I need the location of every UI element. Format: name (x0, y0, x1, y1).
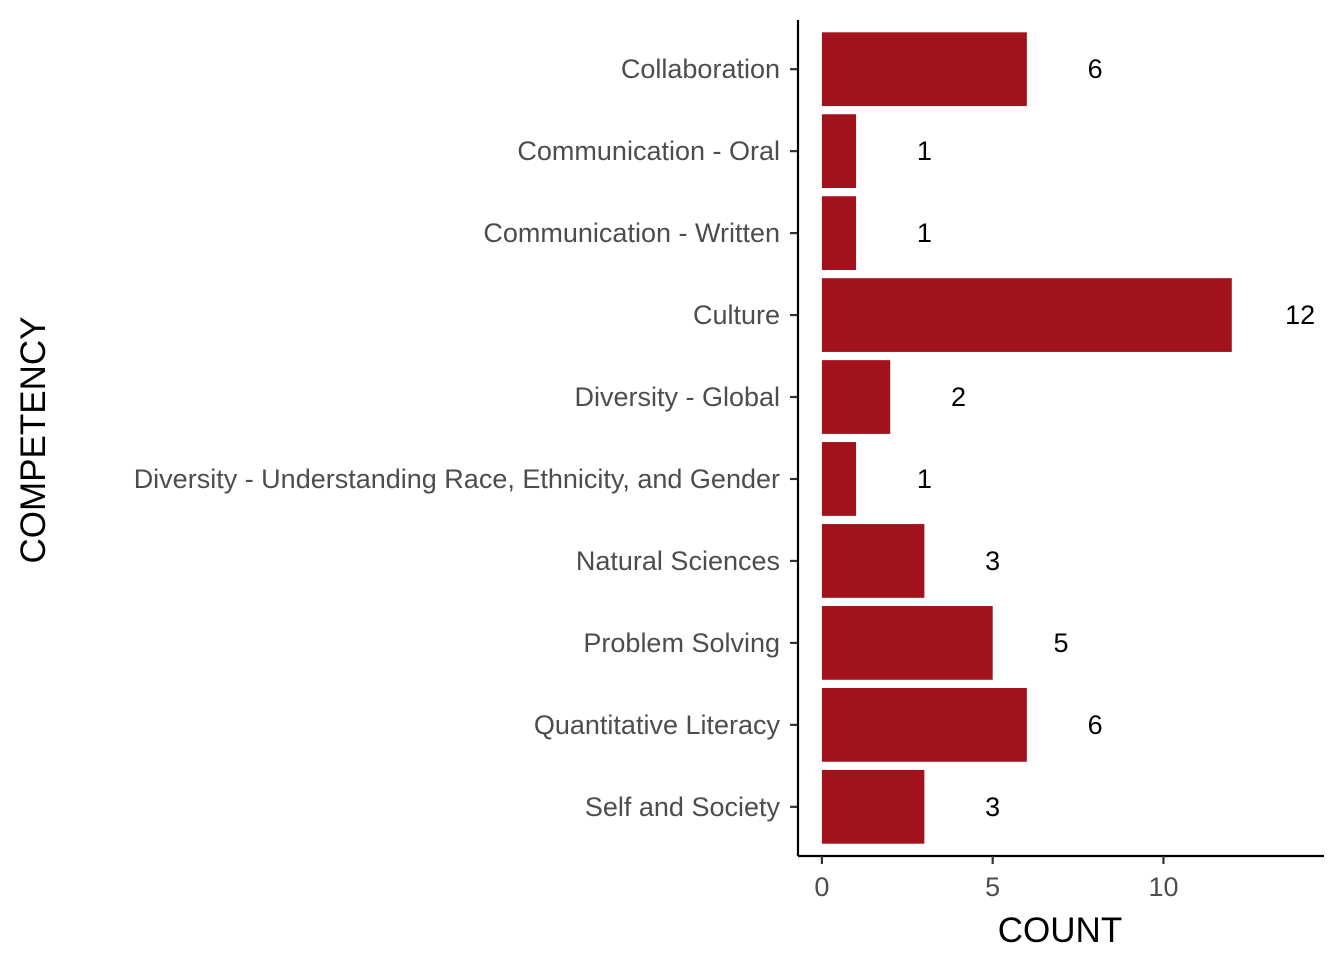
bar-value-label: 1 (917, 218, 932, 248)
bars-group (821, 32, 1232, 844)
y-axis-title: COMPETENCY (14, 317, 53, 564)
y-tick-label: Self and Society (585, 792, 781, 822)
x-axis-title: COUNT (998, 911, 1122, 950)
bar (821, 687, 1027, 762)
y-tick-label: Quantitative Literacy (534, 710, 781, 740)
y-tick-label: Communication - Written (483, 218, 780, 248)
y-tick-label: Diversity - Understanding Race, Ethnicit… (134, 464, 780, 494)
x-tick-label: 5 (985, 872, 1000, 902)
bar (821, 442, 857, 516)
y-tick-label: Natural Sciences (576, 546, 780, 576)
bar (821, 769, 925, 844)
bar (821, 524, 925, 598)
bar (821, 114, 857, 189)
x-tick-label: 0 (814, 872, 829, 902)
bar-value-label: 3 (985, 792, 1000, 822)
data-labels-group: 6 1 1 12 2 1 3 5 6 3 (917, 54, 1315, 822)
x-axis: 0 5 10 (798, 854, 1324, 902)
bar-value-label: 3 (985, 546, 1000, 576)
bar-value-label: 1 (917, 464, 932, 494)
y-tick-label: Collaboration (621, 54, 780, 84)
bar-value-label: 2 (951, 382, 966, 412)
bar (821, 360, 891, 434)
bar (821, 606, 993, 680)
bar (821, 32, 1027, 107)
y-axis: Collaboration Communication - Oral Communi… (134, 20, 800, 856)
bar-value-label: 6 (1088, 710, 1103, 740)
x-tick-label: 10 (1148, 872, 1178, 902)
y-tick-label: Problem Solving (583, 628, 780, 658)
bar-value-label: 12 (1285, 300, 1315, 330)
bar-value-label: 5 (1053, 628, 1068, 658)
bar-value-label: 1 (917, 136, 932, 166)
bar-value-label: 6 (1088, 54, 1103, 84)
y-tick-label: Communication - Oral (517, 136, 780, 166)
y-tick-label: Diversity - Global (574, 382, 780, 412)
bar (821, 196, 857, 270)
y-tick-label: Culture (693, 300, 780, 330)
bar (821, 278, 1232, 352)
